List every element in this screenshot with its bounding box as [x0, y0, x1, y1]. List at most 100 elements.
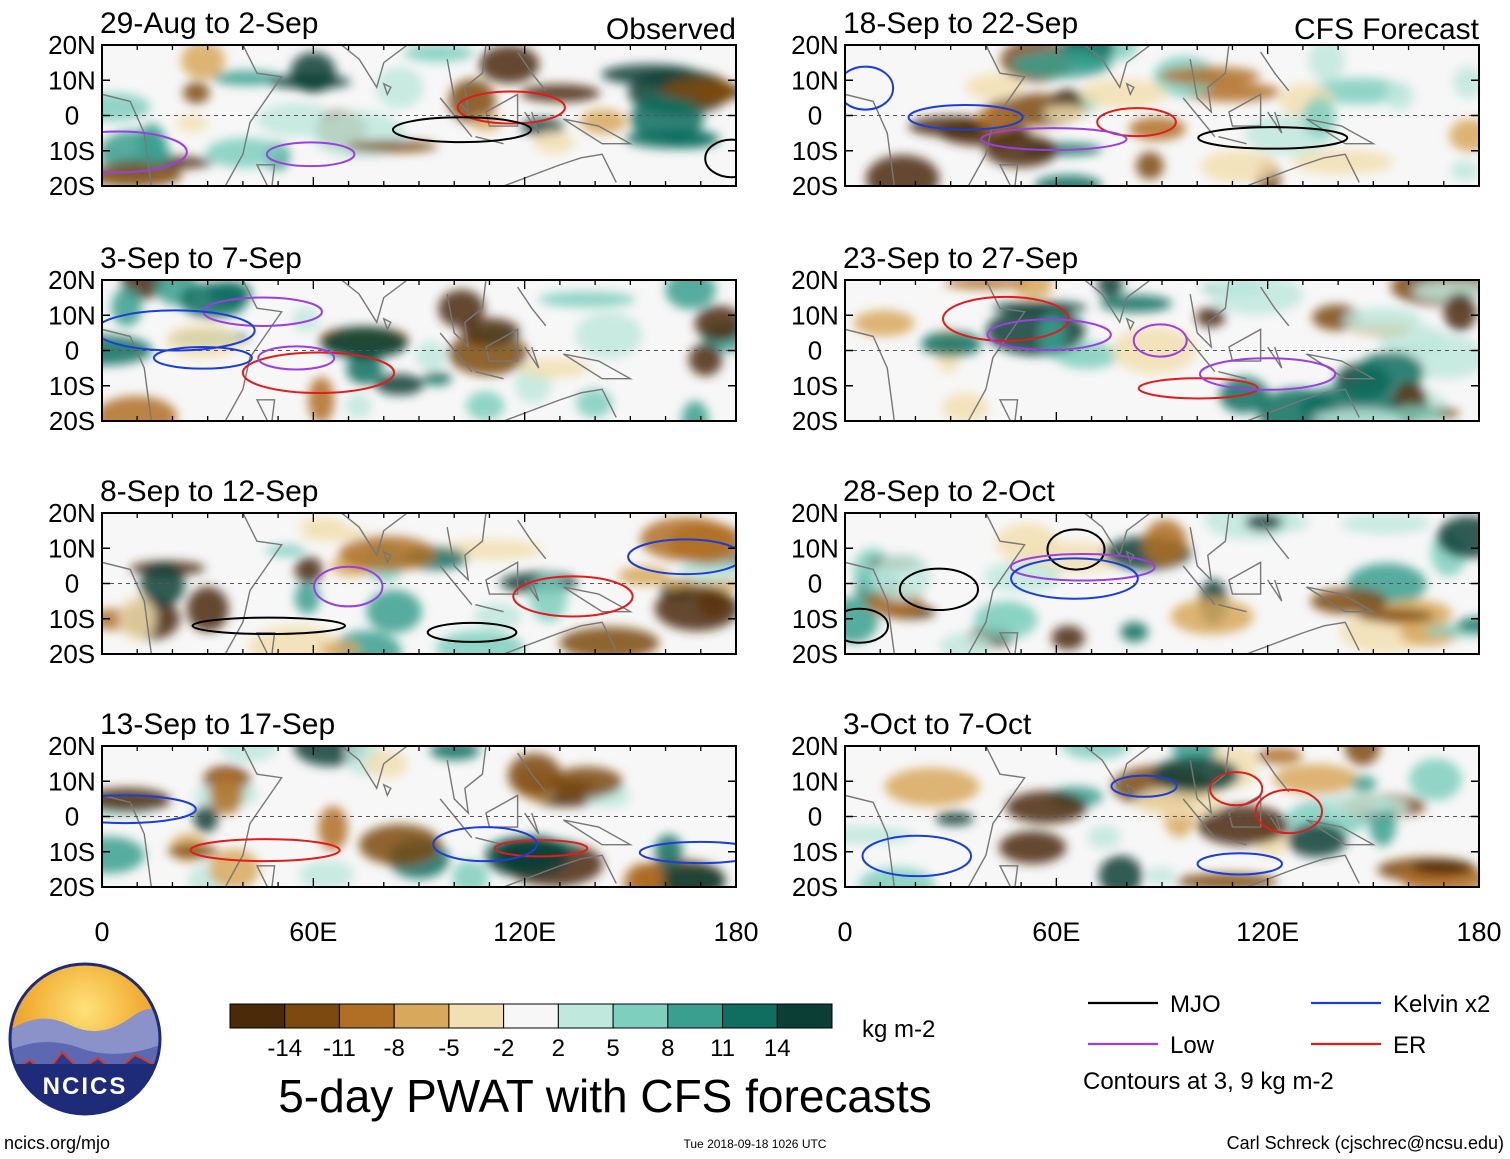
panel-title: 28-Sep to 2-Oct	[843, 475, 1055, 508]
column-label: CFS Forecast	[1294, 13, 1480, 46]
colorbar-tick-label: 2	[552, 1035, 565, 1062]
lon-tick-label: 0	[837, 917, 852, 947]
panel-title: 8-Sep to 12-Sep	[100, 475, 318, 508]
lat-tick-label: 10N	[48, 766, 96, 796]
lat-tick-label: 0	[808, 101, 822, 131]
coastlines	[845, 513, 1377, 654]
lat-tick-label: 10S	[792, 136, 838, 166]
panel-title: 23-Sep to 27-Sep	[843, 242, 1078, 275]
lat-tick-label: 20N	[48, 498, 96, 528]
anomaly-field	[102, 517, 736, 654]
logo-text: NCICS	[43, 1073, 128, 1100]
wave-contours	[861, 771, 1323, 878]
map-panel-2: 20N 10N 0 10S 20S 3-Sep to 7-Sep	[48, 242, 737, 436]
colorbar-swatch	[503, 1003, 559, 1029]
map-panel-3: 20N 10N 0 10S 20S 8-Sep to 12-Sep	[48, 475, 737, 669]
lon-tick-label: 0	[94, 917, 109, 947]
map-panel-5: 20N 10N 0 10S 20S 18-Sep to 22-Sep CFS Forecas…	[791, 7, 1480, 201]
lat-tick-label: 10S	[792, 371, 838, 401]
lat-tick-label: 10N	[791, 65, 839, 95]
column-label: Observed	[606, 13, 736, 46]
lat-tick-label: 20N	[791, 498, 839, 528]
lat-tick-label: 10S	[49, 837, 95, 867]
lat-tick-label: 20S	[49, 406, 95, 436]
colorbar-swatch	[557, 1003, 614, 1029]
colorbar: -14 -11 -8 -5 -2 2 5 8 11 14 kg m-2	[229, 1003, 935, 1062]
anomaly-field	[845, 513, 1479, 654]
map-panel-1: 20N 10N 0 10S 20S 29-Aug to 2-Sep Observed	[48, 7, 737, 201]
footer-credit: Carl Schreck (cjschrec@ncsu.edu)	[1227, 1133, 1504, 1153]
legend-label: ER	[1393, 1032, 1426, 1059]
colorbar-tick-label: 5	[606, 1035, 619, 1062]
lat-tick-label: 10S	[49, 136, 95, 166]
coastlines	[102, 513, 634, 654]
lat-tick-label: 0	[808, 802, 822, 832]
wave-contours	[845, 528, 1156, 644]
coastlines	[102, 280, 634, 421]
lat-tick-label: 10N	[791, 300, 839, 330]
colorbar-swatch	[393, 1003, 450, 1029]
colorbar-tick-label: -2	[493, 1035, 514, 1062]
anomaly-field	[102, 45, 736, 186]
legend-label: MJO	[1170, 991, 1221, 1018]
wave-contours	[191, 538, 736, 643]
wave-contours	[102, 794, 736, 865]
colorbar-tick-label: -14	[267, 1035, 302, 1062]
lat-tick-label: 20S	[49, 171, 95, 201]
lat-tick-label: 20N	[791, 731, 839, 761]
ncics-logo: NCICS	[8, 962, 162, 1116]
anomaly-field	[102, 280, 736, 421]
footer-timestamp: Tue 2018-09-18 1026 UTC	[684, 1137, 827, 1151]
panel-title: 3-Oct to 7-Oct	[843, 708, 1032, 741]
colorbar-swatch	[284, 1003, 340, 1029]
colorbar-unit-label: kg m-2	[862, 1016, 935, 1043]
lat-tick-label: 10S	[792, 837, 838, 867]
colorbar-tick-label: 14	[764, 1035, 791, 1062]
panel-title: 3-Sep to 7-Sep	[100, 242, 302, 275]
coastlines	[102, 746, 634, 887]
lon-tick-label: 120E	[493, 917, 556, 947]
colorbar-tick-label: -5	[438, 1035, 459, 1062]
lat-tick-label: 20S	[792, 171, 838, 201]
colorbar-swatch	[667, 1003, 724, 1029]
legend-note: Contours at 3, 9 kg m-2	[1083, 1068, 1334, 1095]
wave-contours	[102, 296, 396, 394]
lon-tick-label: 60E	[289, 917, 337, 947]
lon-tick-label: 180	[713, 917, 758, 947]
lat-tick-label: 20S	[792, 406, 838, 436]
lat-tick-label: 20N	[48, 265, 96, 295]
lat-tick-label: 20N	[791, 30, 839, 60]
lat-tick-label: 20N	[48, 731, 96, 761]
lat-tick-label: 20N	[791, 265, 839, 295]
coastlines	[845, 45, 1377, 186]
wave-contours	[102, 90, 736, 179]
lat-tick-label: 20S	[49, 872, 95, 902]
lat-tick-label: 10N	[48, 300, 96, 330]
wave-contours	[845, 65, 1349, 152]
lat-tick-label: 20N	[48, 30, 96, 60]
colorbar-swatch	[722, 1003, 778, 1029]
lat-tick-label: 20S	[792, 872, 838, 902]
colorbar-swatch	[776, 1003, 833, 1029]
legend: MJO Kelvin x2 Low ER Contours at 3, 9 kg m-2	[1083, 991, 1490, 1095]
panel-title: 29-Aug to 2-Sep	[100, 7, 318, 40]
lon-tick-label: 60E	[1032, 917, 1080, 947]
legend-label: Kelvin x2	[1393, 991, 1490, 1018]
lat-tick-label: 10N	[791, 766, 839, 796]
lat-tick-label: 10N	[48, 533, 96, 563]
coastlines	[845, 280, 1377, 421]
lat-tick-label: 20S	[792, 639, 838, 669]
lat-tick-label: 10S	[49, 371, 95, 401]
colorbar-tick-label: 11	[710, 1035, 735, 1062]
footer-url[interactable]: ncics.org/mjo	[4, 1133, 110, 1153]
map-panel-7: 20N 10N 0 10S 20S 28-Sep to 2-Oct	[791, 475, 1480, 669]
colorbar-swatch	[229, 1003, 286, 1029]
map-panel-6: 20N 10N 0 10S 20S 23-Sep to 27-Sep	[791, 242, 1480, 436]
map-panel-4: 20N 10N 0 10S 20S 13-Sep to 17-Sep	[48, 708, 737, 902]
lat-tick-label: 0	[65, 569, 79, 599]
panel-title: 18-Sep to 22-Sep	[843, 7, 1078, 40]
coastlines	[845, 746, 1377, 887]
lat-tick-label: 10S	[792, 604, 838, 634]
lat-tick-label: 0	[65, 802, 79, 832]
